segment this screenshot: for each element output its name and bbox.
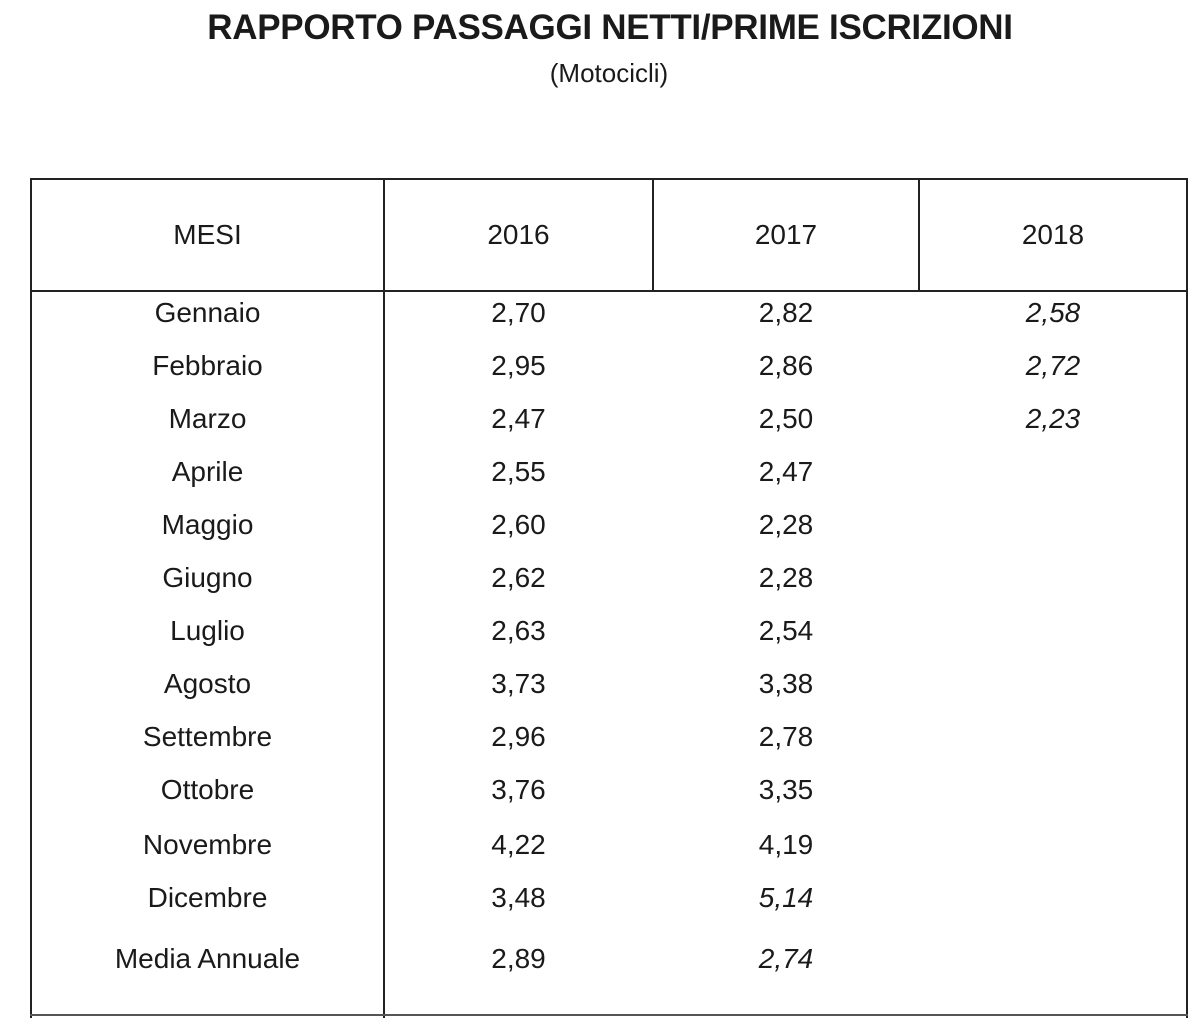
cell-2017: 2,86 — [758, 350, 814, 381]
cell-2016: 2,70 — [491, 297, 546, 328]
cell-2016: 2,63 — [491, 615, 546, 646]
cell-2017: 4,19 — [758, 829, 814, 860]
cell-2018: 2,23 — [1025, 403, 1081, 434]
cell-2016: 2,95 — [491, 350, 546, 381]
cell-2017: 2,47 — [758, 456, 814, 487]
cell-month: Maggio — [161, 509, 254, 540]
cell-2016: 2,60 — [491, 509, 546, 540]
cell-2016: 2,47 — [491, 403, 546, 434]
cell-2018 — [920, 939, 1186, 979]
cell-2017: 3,38 — [758, 668, 814, 699]
page-title: RAPPORTO PASSAGGI NETTI/PRIME ISCRIZIONI — [207, 8, 1013, 47]
cell-2017: 2,78 — [758, 721, 814, 752]
cell-month: Aprile — [171, 456, 244, 487]
cell-2017: 3,35 — [758, 774, 814, 805]
header-cell-2017: 2017 — [754, 219, 818, 250]
cell-2016: 3,76 — [491, 774, 546, 805]
cell-month: Novembre — [142, 829, 273, 860]
cell-2017: 5,14 — [758, 882, 814, 913]
data-table: MESI 2016 2017 2018 Gennaio 2,70 2,82 2,58 F… — [30, 178, 1188, 1018]
cell-2016: 3,73 — [491, 668, 546, 699]
cell-2018 — [920, 825, 1186, 865]
cell-month: Luglio — [170, 615, 245, 646]
cell-month: Settembre — [142, 721, 273, 752]
column-divider — [652, 180, 654, 290]
cell-2017: 2,50 — [758, 403, 814, 434]
cell-2017: 2,28 — [758, 562, 814, 593]
cell-2017: 2,74 — [758, 943, 814, 974]
cell-2016: 2,55 — [491, 456, 546, 487]
cell-month: Marzo — [168, 403, 247, 434]
cell-2016: 2,89 — [491, 943, 546, 974]
cell-2018 — [920, 452, 1186, 492]
header-divider — [32, 290, 1186, 292]
cell-2018 — [920, 878, 1186, 918]
cell-2018 — [920, 770, 1186, 810]
table-bottom-edge — [30, 1014, 1188, 1016]
cell-month: Giugno — [162, 562, 253, 593]
page-subtitle: (Motocicli) — [549, 58, 669, 88]
cell-month: Agosto — [163, 668, 252, 699]
header-cell-2018: 2018 — [1021, 219, 1085, 250]
cell-2018 — [920, 664, 1186, 704]
column-divider — [383, 180, 385, 1018]
cell-2018: 2,58 — [1025, 297, 1081, 328]
cell-month: Gennaio — [154, 297, 261, 328]
cell-month: Febbraio — [152, 350, 263, 381]
cell-2018 — [920, 611, 1186, 651]
cell-2017: 2,28 — [758, 509, 814, 540]
column-divider — [918, 180, 920, 290]
cell-2018 — [920, 505, 1186, 545]
cell-month: Dicembre — [147, 882, 268, 913]
header-cell-months: MESI — [173, 219, 242, 250]
cell-month: Ottobre — [160, 774, 255, 805]
cell-2018 — [920, 717, 1186, 757]
cell-2017: 2,54 — [758, 615, 814, 646]
cell-2016: 2,96 — [491, 721, 546, 752]
cell-month: Media Annuale — [114, 943, 301, 974]
cell-2018 — [920, 558, 1186, 598]
header-cell-2016: 2016 — [487, 219, 550, 250]
cell-2016: 3,48 — [491, 882, 546, 913]
cell-2016: 2,62 — [491, 562, 546, 593]
cell-2017: 2,82 — [758, 297, 814, 328]
cell-2018: 2,72 — [1025, 350, 1081, 381]
cell-2016: 4,22 — [491, 829, 546, 860]
